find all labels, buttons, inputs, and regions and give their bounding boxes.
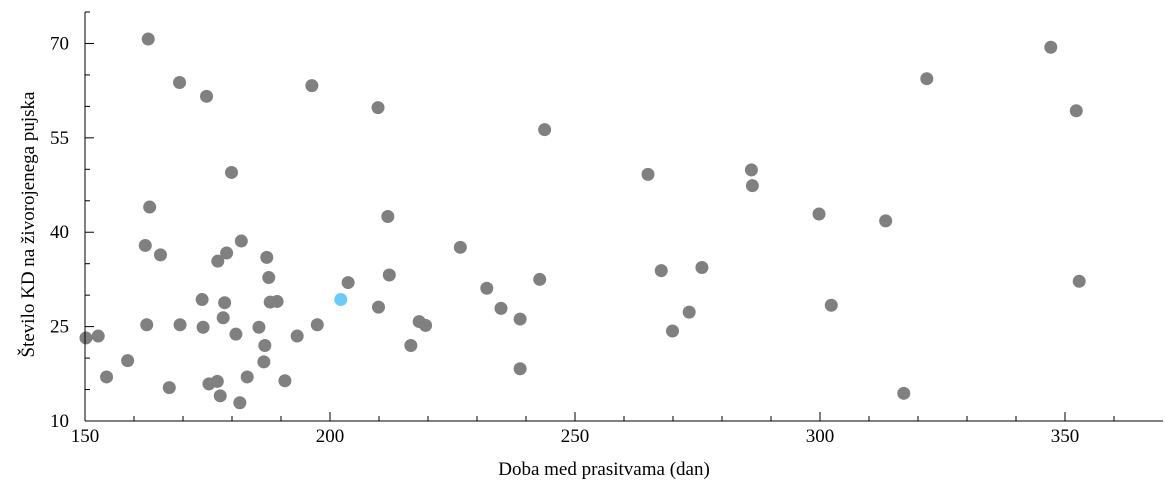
data-point (234, 234, 248, 248)
data-point (513, 312, 527, 326)
data-point (1072, 274, 1086, 288)
data-point (225, 165, 239, 179)
data-point (173, 75, 187, 89)
y-tick-label: 25 (50, 317, 69, 338)
data-point (682, 305, 696, 319)
data-point (141, 32, 155, 46)
data-point (200, 89, 214, 103)
data-point (666, 324, 680, 338)
data-point (897, 386, 911, 400)
y-tick-label: 10 (50, 411, 69, 432)
data-point (419, 318, 433, 332)
data-point (382, 268, 396, 282)
data-point (229, 327, 243, 341)
data-point (220, 246, 234, 260)
data-point (1069, 104, 1083, 118)
data-point (812, 207, 826, 221)
data-point (654, 264, 668, 278)
data-point (278, 374, 292, 388)
data-point (216, 311, 230, 325)
highlighted-data-point (334, 293, 348, 307)
data-point (218, 296, 232, 310)
data-point (196, 320, 210, 334)
x-tick-label: 250 (561, 426, 590, 447)
y-axis-title: Število KD na živorojenega pujska (17, 91, 39, 358)
data-point (211, 254, 225, 268)
y-tick-label: 40 (50, 222, 69, 243)
data-point (91, 329, 105, 343)
data-point (262, 271, 276, 285)
data-point (453, 240, 467, 254)
data-point (79, 331, 93, 345)
data-point (879, 214, 893, 228)
data-point (240, 370, 254, 384)
y-tick-label: 55 (50, 128, 69, 149)
data-point (513, 362, 527, 376)
data-point (153, 248, 167, 262)
data-point (140, 318, 154, 332)
data-point (641, 167, 655, 181)
data-point (404, 338, 418, 352)
data-point (305, 79, 319, 93)
data-point (143, 200, 157, 214)
data-point (121, 354, 135, 368)
data-point (745, 179, 759, 193)
data-point (100, 370, 114, 384)
ticks: 150 200 250 300 350 10 25 40 55 70 (50, 11, 1115, 447)
data-point (480, 281, 494, 295)
data-point (920, 72, 934, 86)
data-point (210, 374, 224, 388)
x-tick-label: 350 (1051, 426, 1080, 447)
data-point (533, 272, 547, 286)
data-point (341, 276, 355, 290)
data-point (257, 355, 271, 369)
data-point (173, 318, 187, 332)
data-point (381, 210, 395, 223)
data-point (138, 238, 152, 252)
data-points (79, 32, 1086, 410)
data-point (258, 338, 272, 352)
x-tick-label: 200 (316, 426, 345, 447)
x-tick-label: 300 (806, 426, 835, 447)
axes (84, 12, 1163, 422)
data-point (695, 260, 709, 274)
data-point (371, 101, 385, 115)
data-point (195, 293, 209, 307)
data-point (290, 329, 304, 343)
x-tick-label: 150 (71, 426, 100, 447)
x-axis-title: Doba med prasitvama (dan) (498, 459, 710, 480)
data-point (494, 301, 508, 315)
data-point (824, 298, 838, 312)
data-point (538, 123, 552, 137)
data-point (162, 381, 176, 395)
data-point (233, 396, 247, 410)
y-tick-label: 70 (50, 33, 69, 54)
data-point (213, 389, 227, 403)
data-point (310, 318, 324, 332)
data-point (270, 294, 284, 308)
data-point (372, 300, 386, 314)
data-point (744, 163, 758, 177)
data-point (252, 320, 266, 334)
data-point (260, 250, 274, 264)
data-point (1044, 40, 1058, 54)
